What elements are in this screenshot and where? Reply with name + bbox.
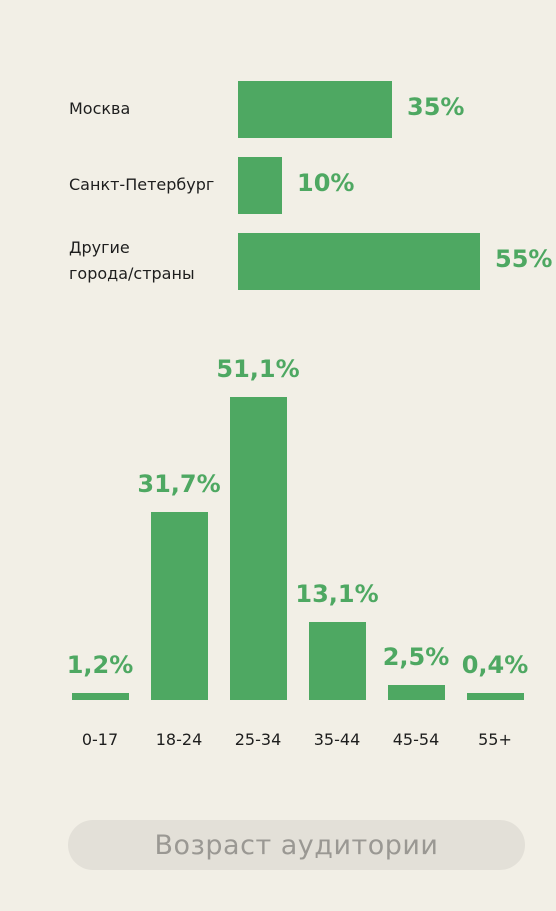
caption-text: Возраст аудитории: [154, 829, 439, 861]
age-value-label: 0,4%: [461, 651, 529, 679]
city-bar: [238, 156, 282, 214]
city-value-label: 35%: [407, 93, 465, 121]
age-bar: [71, 692, 129, 700]
age-tick-label: 45-54: [392, 730, 440, 749]
age-value-label: 51,1%: [216, 355, 300, 383]
age-tick-label: 25-34: [234, 730, 282, 749]
caption-pill: Возраст аудитории: [68, 820, 525, 870]
age-value-label: 31,7%: [137, 470, 221, 499]
age-value-label: 13,1%: [295, 580, 379, 609]
city-value-label: 55%: [495, 245, 553, 273]
city-bar: [238, 80, 392, 138]
age-bar: [466, 693, 524, 700]
age-value-label: 1,2%: [66, 650, 134, 679]
age-tick-label: 0-17: [81, 730, 119, 749]
age-tick-label: 35-44: [313, 730, 361, 749]
age-bar: [229, 397, 287, 700]
city-label: Москва: [69, 99, 131, 118]
city-bar: [238, 232, 480, 290]
age-tick-label: 18-24: [155, 730, 203, 749]
age-bar: [150, 512, 208, 700]
age-value-label: 2,5%: [382, 643, 450, 672]
city-value-label: 10%: [297, 169, 355, 197]
age-tick-label: 55+: [478, 730, 512, 749]
city-label: Санкт-Петербург: [69, 175, 215, 194]
age-bar: [308, 622, 366, 700]
city-label: Другие города/страны: [69, 238, 195, 283]
age-bar: [387, 685, 445, 700]
